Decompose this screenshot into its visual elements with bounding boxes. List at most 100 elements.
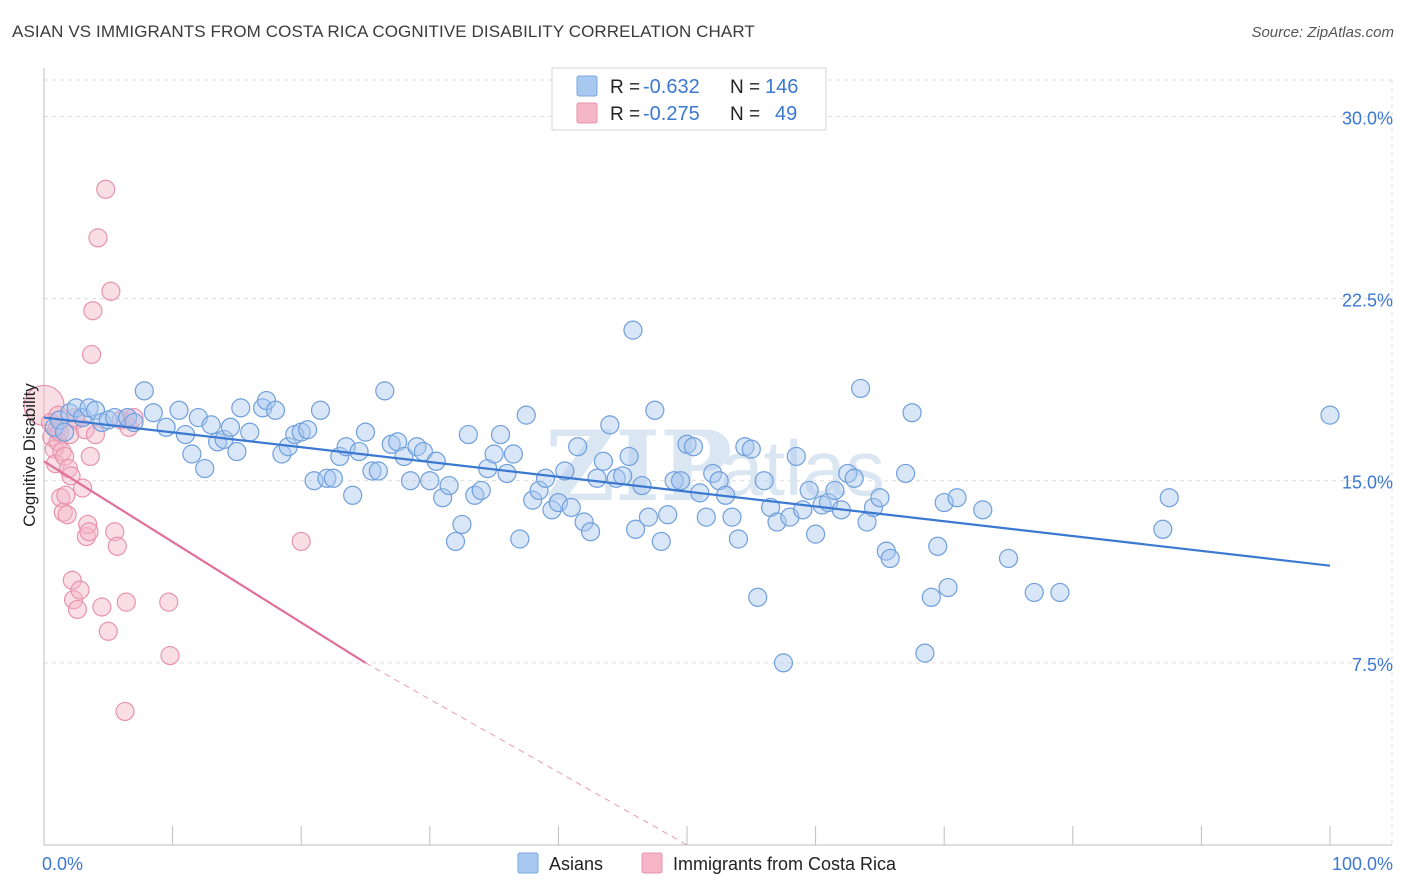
data-point-asians xyxy=(85,400,106,420)
legend-box: R = -0.632 N = 146 R = -0.275 N = 49 xyxy=(551,67,827,131)
data-point-asians xyxy=(1050,582,1070,603)
data-point-costa-rica xyxy=(78,514,98,535)
data-point-asians xyxy=(394,446,414,467)
data-point-asians xyxy=(934,492,954,513)
data-point-asians xyxy=(825,480,845,501)
data-point-costa-rica xyxy=(51,488,71,508)
data-point-asians xyxy=(574,512,594,532)
y-tick-label: 30.0% xyxy=(1342,108,1393,128)
data-point-asians xyxy=(227,441,247,462)
data-point-asians xyxy=(580,522,601,542)
data-point-asians xyxy=(623,320,643,340)
trend-line-asians xyxy=(43,416,1331,567)
data-point-costa-rica xyxy=(107,536,127,556)
data-point-asians xyxy=(568,437,588,457)
series-costa-rica-points xyxy=(23,179,311,722)
data-point-asians xyxy=(748,587,768,607)
data-point-asians xyxy=(600,415,620,435)
x-tick-labels: 0.0% 100.0% xyxy=(42,854,1393,874)
chart-title: ASIAN VS IMMIGRANTS FROM COSTA RICA COGN… xyxy=(12,22,755,41)
data-point-asians xyxy=(510,529,530,549)
data-point-asians xyxy=(1159,488,1179,508)
data-point-asians xyxy=(561,497,581,518)
legend-r-label-2: R = xyxy=(610,104,640,125)
data-point-costa-rica xyxy=(70,580,90,600)
watermark-zip: ZIP xyxy=(545,410,732,523)
data-point-asians xyxy=(317,468,337,488)
data-point-asians xyxy=(613,466,633,486)
data-point-asians xyxy=(1153,519,1173,539)
data-point-asians xyxy=(915,643,935,663)
trend-lines xyxy=(43,416,1331,846)
data-point-costa-rica xyxy=(96,179,116,199)
data-point-asians xyxy=(220,417,241,437)
legend-r-value-costa-rica: -0.275 xyxy=(643,103,700,125)
data-point-costa-rica xyxy=(81,344,102,365)
legend-n-label-1: N = xyxy=(730,77,760,98)
data-point-costa-rica xyxy=(63,590,84,610)
legend-n-value-costa-rica: 49 xyxy=(775,103,797,125)
legend-r-value-asians: -0.632 xyxy=(643,76,700,98)
legend-swatch-asians xyxy=(576,75,598,97)
data-point-asians xyxy=(503,444,523,464)
data-point-costa-rica xyxy=(54,446,75,467)
data-point-costa-rica xyxy=(80,446,100,467)
data-point-asians xyxy=(471,480,491,501)
data-point-asians xyxy=(298,420,318,440)
data-point-asians xyxy=(182,444,202,464)
data-point-asians xyxy=(452,514,472,535)
data-point-asians xyxy=(548,492,569,513)
data-point-asians xyxy=(896,463,916,484)
data-point-costa-rica xyxy=(83,301,103,321)
data-point-costa-rica xyxy=(88,228,108,248)
data-point-asians xyxy=(201,415,221,435)
data-point-asians xyxy=(683,437,704,457)
data-point-asians xyxy=(722,507,742,527)
data-point-asians xyxy=(754,471,774,491)
data-point-asians xyxy=(542,500,562,520)
trend-line-costa-rica-extension xyxy=(365,662,688,846)
bottom-legend-label-costa-rica: Immigrants from Costa Rica xyxy=(673,854,897,874)
y-tick-label: 22.5% xyxy=(1342,291,1393,311)
legend-swatch-costa-rica xyxy=(576,102,598,124)
data-point-costa-rica xyxy=(67,599,88,620)
data-point-asians xyxy=(555,461,575,481)
y-tick-label: 7.5% xyxy=(1352,655,1393,675)
data-point-asians xyxy=(169,400,189,420)
data-point-costa-rica xyxy=(56,485,76,505)
data-point-asians xyxy=(767,512,787,532)
data-point-asians xyxy=(651,531,671,552)
legend-n-value-asians: 146 xyxy=(765,76,798,98)
data-point-asians xyxy=(368,461,388,481)
data-point-costa-rica xyxy=(98,621,118,641)
data-point-asians xyxy=(433,488,453,508)
data-point-asians xyxy=(484,444,504,464)
source-label: Source: ZipAtlas.com xyxy=(1251,24,1394,41)
data-point-asians xyxy=(195,458,215,479)
data-point-costa-rica xyxy=(159,592,179,612)
data-point-asians xyxy=(54,422,75,442)
data-point-asians xyxy=(998,548,1019,569)
data-point-costa-rica xyxy=(92,597,112,617)
data-point-asians xyxy=(658,505,678,525)
data-point-asians xyxy=(851,378,871,399)
data-point-asians xyxy=(143,403,163,423)
data-point-asians xyxy=(349,441,369,462)
data-point-asians xyxy=(458,424,478,445)
data-point-asians xyxy=(439,475,459,496)
watermark: ZIP atlas xyxy=(545,410,885,523)
data-point-costa-rica xyxy=(105,522,125,542)
data-point-asians xyxy=(593,451,614,471)
bottom-legend: Asians Immigrants from Costa Rica xyxy=(517,852,897,874)
legend-n-label-2: N = xyxy=(730,104,760,125)
data-point-asians xyxy=(870,488,890,508)
legend-r-label-1: R = xyxy=(610,77,640,98)
data-point-asians xyxy=(1320,405,1340,425)
data-point-costa-rica xyxy=(291,531,311,552)
data-point-asians xyxy=(362,461,382,481)
data-point-asians xyxy=(921,587,941,607)
y-axis-title: Cognitive Disability xyxy=(20,383,39,527)
data-point-asians xyxy=(973,500,993,520)
data-point-asians xyxy=(696,507,716,527)
